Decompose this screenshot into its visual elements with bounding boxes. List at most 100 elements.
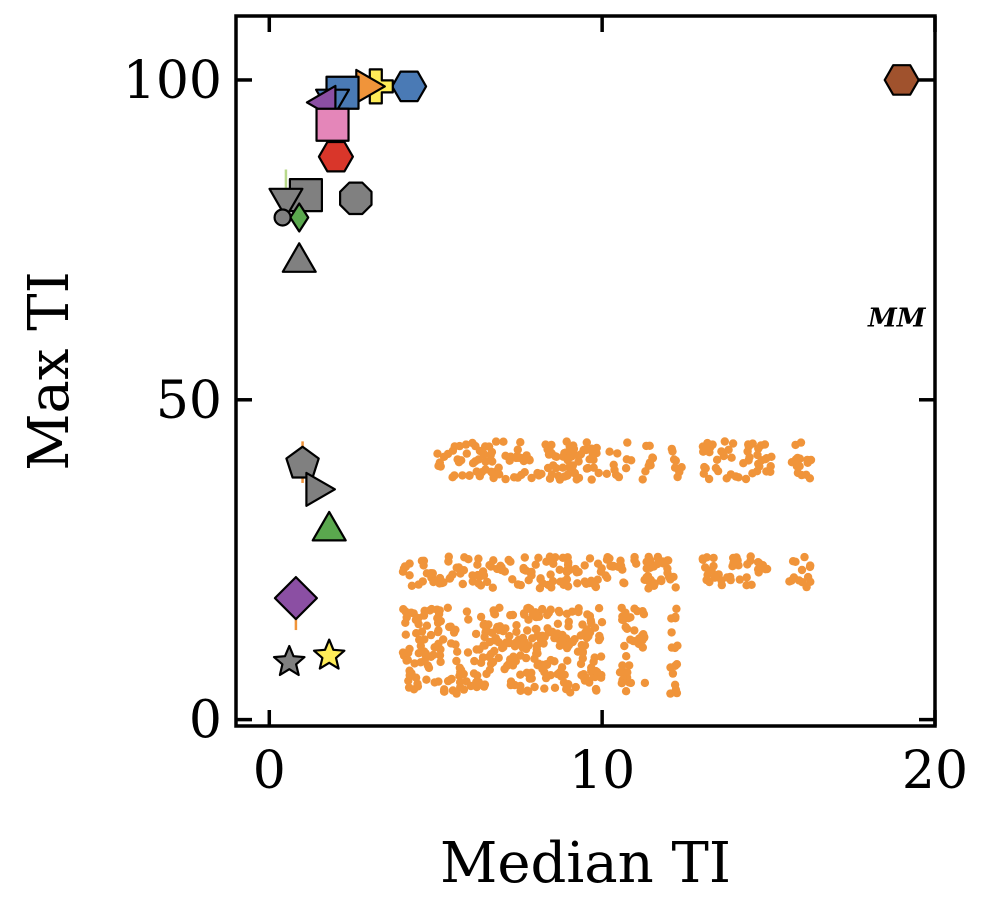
cloud-point	[444, 557, 453, 566]
y-tick-label: 0	[189, 691, 222, 751]
cloud-point	[558, 463, 567, 472]
cloud-point	[546, 655, 555, 665]
cloud-point	[587, 475, 596, 484]
cloud-point	[623, 668, 632, 677]
cloud-point	[513, 445, 522, 454]
cloud-point	[806, 561, 815, 570]
cloud-point	[497, 565, 506, 575]
cloud-point	[668, 447, 677, 456]
cloud-point	[667, 643, 677, 652]
cloud-point	[633, 606, 642, 616]
cloud-point	[597, 564, 606, 573]
cloud-point	[597, 618, 607, 627]
cloud-point	[520, 553, 529, 562]
cloud-point	[557, 636, 567, 645]
cloud-point	[445, 574, 454, 583]
annotations: MM	[867, 304, 927, 334]
cloud-point	[762, 454, 771, 463]
cloud-point	[457, 456, 466, 465]
cloud-point	[791, 557, 800, 566]
cloud-point	[459, 685, 469, 694]
cloud-point	[568, 461, 578, 470]
cloud-point	[429, 650, 438, 660]
cloud-point	[722, 474, 731, 483]
x-tick-label: 20	[902, 741, 968, 801]
cloud-point	[638, 643, 647, 652]
orange-point-cloud	[398, 437, 816, 698]
cloud-point	[495, 470, 504, 479]
cloud-point	[452, 689, 461, 698]
cloud-point	[488, 468, 497, 478]
cloud-point	[405, 571, 414, 580]
cloud-point	[453, 647, 462, 656]
cloud-point	[488, 583, 497, 592]
cloud-point	[645, 555, 655, 565]
cloud-point	[471, 629, 481, 639]
cloud-point	[648, 453, 657, 462]
cloud-point	[723, 573, 732, 582]
cloud-point	[585, 554, 595, 563]
cloud-point	[796, 438, 806, 447]
cloud-point	[481, 465, 490, 474]
cloud-point	[482, 577, 492, 587]
cloud-point	[559, 577, 568, 586]
cloud-point	[594, 468, 603, 478]
cloud-point	[554, 606, 563, 616]
cloud-point	[458, 579, 467, 589]
cloud-point	[672, 604, 681, 613]
cloud-point	[399, 605, 408, 614]
cloud-point	[582, 438, 591, 447]
cloud-point	[523, 626, 532, 635]
cloud-point	[573, 579, 582, 588]
cloud-point	[506, 557, 515, 566]
cloud-point	[614, 472, 624, 482]
cloud-point	[702, 445, 711, 455]
cloud-point	[578, 648, 587, 657]
cloud-point	[594, 604, 604, 613]
cloud-point	[667, 614, 676, 623]
cloud-point	[569, 450, 578, 460]
cloud-point	[554, 471, 563, 481]
marker-diamond	[273, 575, 318, 621]
cloud-point	[743, 560, 752, 569]
marker-star	[312, 638, 346, 670]
data-points	[268, 64, 920, 677]
cloud-point	[531, 560, 540, 569]
cloud-point	[762, 467, 771, 476]
cloud-point	[550, 683, 560, 692]
marker-triangle-down	[268, 187, 304, 219]
cloud-point	[523, 686, 532, 695]
cloud-point	[753, 450, 762, 460]
cloud-point	[667, 628, 676, 637]
cloud-point	[563, 681, 572, 691]
cloud-point	[673, 464, 683, 474]
cloud-point	[485, 561, 494, 570]
cloud-point	[519, 609, 529, 618]
cloud-point	[798, 578, 807, 587]
cloud-point	[436, 462, 445, 471]
cloud-point	[621, 464, 631, 473]
cloud-point	[574, 473, 584, 483]
cloud-point	[462, 449, 471, 458]
cloud-point	[760, 440, 770, 449]
cloud-point	[401, 630, 410, 639]
cloud-point	[499, 643, 508, 652]
cloud-point	[443, 603, 452, 612]
cloud-point	[407, 608, 416, 617]
cloud-point	[701, 464, 710, 473]
cloud-point	[587, 576, 596, 585]
cloud-point	[571, 682, 580, 692]
cloud-point	[458, 471, 467, 480]
cloud-point	[472, 645, 481, 654]
cloud-point	[534, 553, 543, 562]
cloud-point	[422, 621, 432, 630]
cloud-point	[623, 438, 632, 447]
marker-triangle-up	[281, 242, 317, 273]
cloud-point	[478, 653, 488, 662]
cloud-point	[481, 628, 490, 637]
cloud-point	[443, 449, 453, 459]
cloud-point	[720, 437, 729, 446]
cloud-point	[735, 575, 744, 584]
cloud-point	[795, 462, 804, 471]
cloud-point	[519, 563, 528, 573]
